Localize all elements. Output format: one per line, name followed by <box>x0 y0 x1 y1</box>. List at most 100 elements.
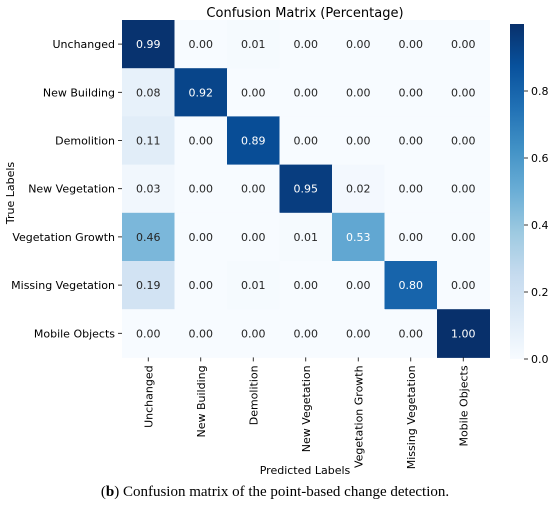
y-tick-label: Missing Vegetation <box>11 279 115 292</box>
cell-value-label: 0.00 <box>189 135 214 148</box>
heatmap-cell <box>174 20 228 69</box>
y-axis-label: True Labels <box>4 162 17 226</box>
heatmap-cell <box>279 309 333 358</box>
cell-value-label: 0.01 <box>294 231 319 244</box>
cell-value-label: 0.00 <box>189 231 214 244</box>
cell-value-label: 0.00 <box>399 231 424 244</box>
heatmap-cell <box>174 164 228 214</box>
colorbar-tick-label: 0.8 <box>531 85 549 98</box>
heatmap-cell <box>174 309 228 358</box>
x-tick-label: Mobile Objects <box>457 365 470 446</box>
heatmap-cell <box>279 68 333 117</box>
heatmap-cell <box>227 68 280 117</box>
cell-value-label: 0.00 <box>399 135 424 148</box>
heatmap-cell <box>174 261 228 310</box>
cell-value-label: 1.00 <box>451 327 476 340</box>
cell-value-label: 0.00 <box>451 135 476 148</box>
heatmap-cell <box>174 212 228 262</box>
heatmap-cell <box>227 116 280 166</box>
cell-value-label: 0.00 <box>399 327 424 340</box>
cell-value-label: 0.00 <box>189 38 214 51</box>
cell-value-label: 0.00 <box>451 38 476 51</box>
cell-value-label: 0.00 <box>346 279 371 292</box>
heatmap-cell <box>122 164 175 214</box>
cell-value-label: 0.08 <box>136 86 161 99</box>
x-tick-label: Vegetation Growth <box>352 365 365 468</box>
heatmap-cell <box>332 164 385 214</box>
heatmap-cell <box>332 68 385 117</box>
cell-value-label: 0.01 <box>241 279 266 292</box>
colorbar-tick-label: 0.4 <box>531 219 549 232</box>
heatmap-cell <box>279 164 333 214</box>
confusion-matrix-chart: Confusion Matrix (Percentage) 0.99 0.00 0.… <box>4 6 549 477</box>
cell-value-label: 0.00 <box>136 327 161 340</box>
y-tick-label: Unchanged <box>53 38 116 51</box>
heatmap-cell <box>122 20 175 69</box>
cell-value-label: 0.00 <box>399 86 424 99</box>
x-tick-label: New Building <box>195 365 208 437</box>
heatmap-cell <box>279 261 333 310</box>
colorbar-tick-label: 0.0 <box>531 353 549 366</box>
heatmap-cell <box>384 164 438 214</box>
heatmap-cell <box>437 309 490 358</box>
heatmap-cell <box>122 116 175 166</box>
heatmap-cell <box>122 309 175 358</box>
cell-value-label: 0.46 <box>136 231 161 244</box>
cell-value-label: 0.00 <box>346 38 371 51</box>
cell-value-label: 0.00 <box>294 327 319 340</box>
heatmap-cell <box>174 116 228 166</box>
heatmap-cell <box>227 309 280 358</box>
y-tick-label: New Building <box>43 86 115 99</box>
heatmap-cell <box>227 20 280 69</box>
cell-value-label: 0.89 <box>241 135 266 148</box>
cell-value-label: 0.00 <box>241 86 266 99</box>
cell-value-label: 0.00 <box>346 135 371 148</box>
cell-value-label: 0.00 <box>189 279 214 292</box>
cell-value-label: 0.00 <box>451 183 476 196</box>
cell-value-label: 0.00 <box>294 135 319 148</box>
cell-value-label: 0.00 <box>346 327 371 340</box>
colorbar-tick-label: 0.6 <box>531 152 549 165</box>
heatmap-cell <box>279 20 333 69</box>
y-tick-label: Mobile Objects <box>34 327 115 340</box>
colorbar-tick-label: 0.2 <box>531 286 549 299</box>
cell-value-label: 0.00 <box>241 327 266 340</box>
heatmap-cell <box>122 212 175 262</box>
colorbar <box>510 24 524 359</box>
cell-value-label: 0.01 <box>241 38 266 51</box>
cell-value-label: 0.00 <box>294 279 319 292</box>
y-tick-label: Vegetation Growth <box>12 231 115 244</box>
heatmap-cell <box>384 20 438 69</box>
cell-value-label: 0.00 <box>294 86 319 99</box>
heatmap-cell <box>384 68 438 117</box>
heatmap-cell <box>384 309 438 358</box>
heatmap-cell <box>437 116 490 166</box>
caption-label: b <box>105 484 115 500</box>
cell-value-label: 0.03 <box>136 183 161 196</box>
cell-value-label: 0.99 <box>136 38 161 51</box>
x-tick-label: Unchanged <box>142 365 155 428</box>
cell-value-label: 0.00 <box>399 183 424 196</box>
x-tick-label: New Vegetation <box>300 365 313 452</box>
cell-value-label: 0.00 <box>241 231 266 244</box>
heatmap-cell <box>384 116 438 166</box>
cell-value-label: 0.00 <box>451 279 476 292</box>
heatmap-cell <box>332 116 385 166</box>
cell-value-label: 0.00 <box>451 86 476 99</box>
heatmap-cell <box>227 164 280 214</box>
x-tick-label: Missing Vegetation <box>405 365 418 469</box>
cell-value-label: 0.02 <box>346 183 371 196</box>
cell-value-label: 0.00 <box>399 38 424 51</box>
heatmap-cell <box>437 212 490 262</box>
cell-value-label: 0.00 <box>294 38 319 51</box>
heatmap-cell <box>384 212 438 262</box>
y-tick-label: Demolition <box>55 135 115 148</box>
y-tick-label: New Vegetation <box>28 183 115 196</box>
cell-value-label: 0.00 <box>189 183 214 196</box>
x-axis-label: Predicted Labels <box>260 464 351 477</box>
heatmap-cell <box>332 212 385 262</box>
cell-value-label: 0.00 <box>346 86 371 99</box>
heatmap-cell <box>332 20 385 69</box>
heatmap-cell <box>332 309 385 358</box>
cell-value-label: 0.11 <box>136 135 161 148</box>
